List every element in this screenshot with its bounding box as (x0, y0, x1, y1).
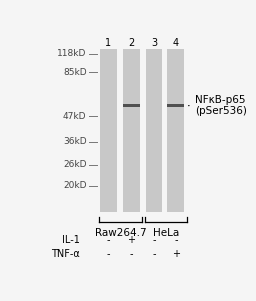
Text: 26kD: 26kD (63, 160, 87, 169)
Text: 4: 4 (173, 38, 179, 48)
Bar (123, 49, 140, 212)
Text: +: + (127, 234, 135, 245)
Text: 2: 2 (128, 38, 134, 48)
Text: 36kD: 36kD (63, 137, 87, 146)
Text: TNF-α: TNF-α (51, 250, 80, 259)
Text: 3: 3 (151, 38, 157, 48)
Text: 47kD: 47kD (63, 112, 87, 121)
Bar (100, 49, 117, 212)
Text: NFκB-p65
(pSer536): NFκB-p65 (pSer536) (188, 95, 247, 116)
Bar (146, 49, 163, 212)
Text: -: - (152, 234, 156, 245)
Text: +: + (172, 250, 180, 259)
Text: -: - (130, 250, 133, 259)
Text: Raw264.7: Raw264.7 (95, 228, 147, 238)
Text: HeLa: HeLa (153, 228, 179, 238)
Text: -: - (107, 250, 110, 259)
Text: 85kD: 85kD (63, 67, 87, 76)
Text: 118kD: 118kD (57, 49, 87, 58)
Text: IL-1: IL-1 (62, 234, 80, 245)
Bar (167, 49, 184, 212)
Text: -: - (107, 234, 110, 245)
Bar (123, 104, 140, 107)
Text: 1: 1 (105, 38, 111, 48)
Bar (167, 104, 184, 107)
Text: 20kD: 20kD (63, 181, 87, 190)
Text: -: - (174, 234, 178, 245)
Text: -: - (152, 250, 156, 259)
